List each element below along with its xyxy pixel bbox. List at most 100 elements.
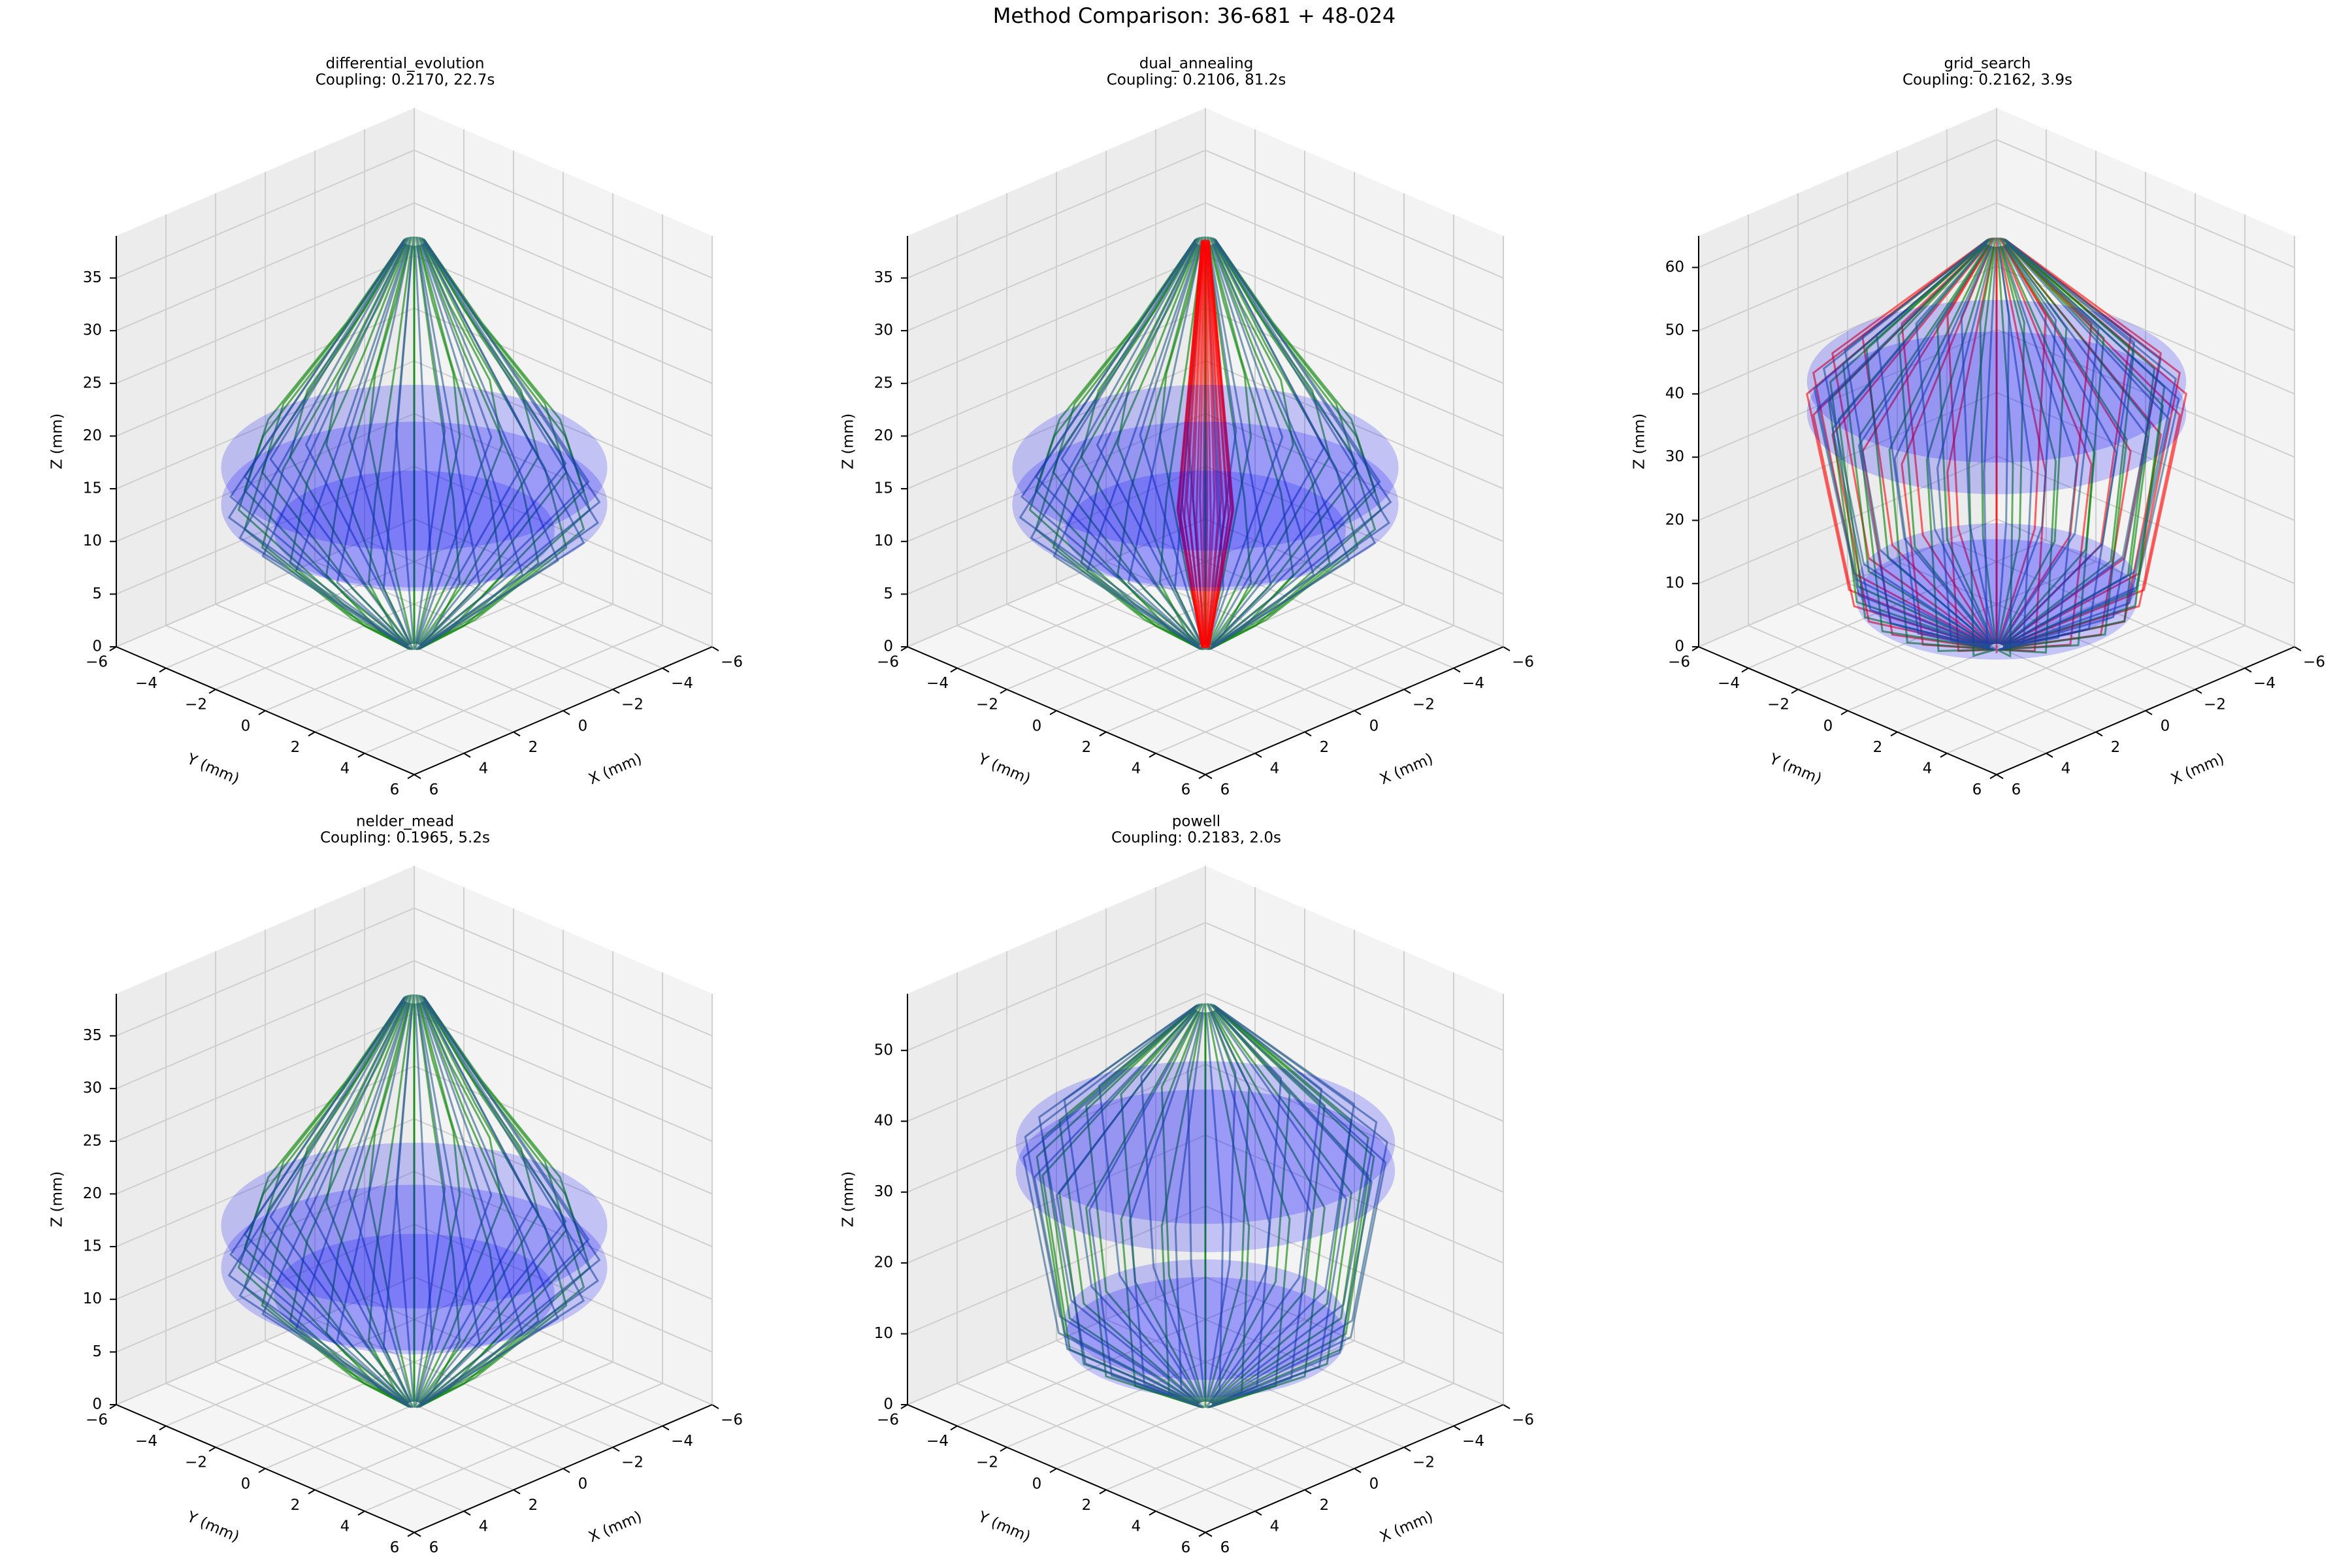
y-tick-label: −2 xyxy=(1767,696,1789,713)
axis-line xyxy=(1205,1404,1504,1533)
z-tick-label: 10 xyxy=(874,1325,893,1342)
tick-mark xyxy=(1403,689,1411,694)
wire xyxy=(420,996,590,1405)
wire xyxy=(1210,238,1358,646)
tick-mark xyxy=(208,689,216,694)
wire xyxy=(1036,1007,1199,1406)
wire xyxy=(1946,237,1996,644)
subplot-subtitle: Coupling: 0.1965, 5.2s xyxy=(320,830,490,847)
wire xyxy=(348,994,413,1403)
wire xyxy=(1186,1003,1206,1402)
wire xyxy=(348,237,413,645)
x-tick-label: 0 xyxy=(1369,1475,1379,1492)
wire xyxy=(1997,246,2014,658)
grid-line xyxy=(116,1013,415,1142)
x-tick-label: −2 xyxy=(1413,1454,1435,1471)
x-tick-label: 2 xyxy=(529,1497,538,1514)
wire xyxy=(1192,239,1205,646)
wire xyxy=(367,237,414,644)
wire xyxy=(243,1000,408,1407)
grid-line xyxy=(364,625,663,754)
subplot-subtitle: Coupling: 0.2170, 22.7s xyxy=(316,72,495,89)
wire xyxy=(1925,246,1994,653)
y-tick-label: 4 xyxy=(1132,1518,1141,1535)
z-tick-label: 35 xyxy=(83,269,102,286)
y-tick-label: −4 xyxy=(926,675,949,692)
z-axis-label: Z (mm) xyxy=(840,1171,857,1228)
coil xyxy=(274,470,555,591)
x-tick-label: −2 xyxy=(621,696,644,713)
coil xyxy=(274,1233,555,1354)
wire xyxy=(261,1001,410,1407)
z-tick-label: 0 xyxy=(1674,638,1684,655)
grid-line xyxy=(1205,1276,1504,1405)
y-tick-label: −4 xyxy=(1718,675,1740,692)
wire xyxy=(419,996,567,1404)
grid-line xyxy=(414,1065,713,1195)
z-tick-label: 20 xyxy=(874,1254,893,1271)
wire xyxy=(1140,1003,1204,1403)
z-tick-label: 40 xyxy=(874,1113,893,1130)
z-tick-label: 5 xyxy=(883,585,893,602)
tick-mark xyxy=(1149,1511,1156,1516)
wire xyxy=(1210,1004,1355,1404)
x-tick-label: −4 xyxy=(671,675,693,692)
y-tick-label: −4 xyxy=(926,1433,949,1450)
tick-mark xyxy=(662,1425,670,1431)
tick-mark xyxy=(1049,1467,1057,1473)
tick-mark xyxy=(2195,689,2202,694)
grid-line xyxy=(1105,1361,1405,1491)
wire xyxy=(1211,1005,1352,1404)
y-tick-label: 4 xyxy=(1923,760,1933,777)
axis-line xyxy=(116,646,415,776)
wire xyxy=(1127,245,1203,651)
grid-line xyxy=(1698,391,1997,521)
wire xyxy=(414,237,446,644)
z-tick-label: 25 xyxy=(83,374,102,391)
wire xyxy=(238,1000,408,1407)
wire xyxy=(2001,238,2136,646)
tick-mark xyxy=(258,1467,266,1473)
wire xyxy=(419,238,567,646)
wire xyxy=(1888,245,1993,651)
coil xyxy=(1806,331,2187,495)
wire xyxy=(1202,242,1207,649)
y-axis-label: Y (mm) xyxy=(975,1508,1032,1545)
y-tick-label: −6 xyxy=(86,654,108,671)
x-tick-label: −6 xyxy=(721,654,743,671)
x-tick-label: −2 xyxy=(2204,696,2226,713)
tick-mark xyxy=(563,1467,570,1473)
grid-line xyxy=(1205,922,1504,1051)
wire xyxy=(2002,240,2177,647)
grid-line xyxy=(414,202,713,332)
tick-mark xyxy=(1304,1489,1312,1495)
tick-mark xyxy=(513,1489,521,1495)
z-tick-label: 30 xyxy=(874,322,893,339)
wire xyxy=(1033,1009,1200,1407)
tick-mark xyxy=(2095,731,2103,737)
tick-mark xyxy=(308,731,316,737)
x-axis-label: X (mm) xyxy=(1377,1508,1435,1546)
axis-line xyxy=(1205,646,1504,776)
grid-line xyxy=(907,992,1206,1122)
wire xyxy=(1211,238,1381,647)
tick-mark xyxy=(1890,731,1898,737)
wire xyxy=(418,995,540,1403)
tick-mark xyxy=(950,1425,958,1431)
coil xyxy=(1856,539,2137,660)
y-tick-label: −2 xyxy=(185,696,207,713)
grid-line xyxy=(116,1065,415,1195)
wire xyxy=(1915,237,1995,645)
grid-line xyxy=(116,149,415,279)
tick-mark xyxy=(414,1531,421,1537)
wire xyxy=(1206,237,1252,644)
wire xyxy=(2001,238,2135,646)
wire xyxy=(1209,237,1325,645)
x-tick-label: 6 xyxy=(429,1539,439,1556)
wire xyxy=(2003,242,2180,648)
tick-mark xyxy=(1049,710,1057,715)
subplot-title: powell xyxy=(1172,813,1220,830)
tick-mark xyxy=(414,774,421,779)
wire xyxy=(417,237,534,645)
wire xyxy=(1034,242,1200,649)
